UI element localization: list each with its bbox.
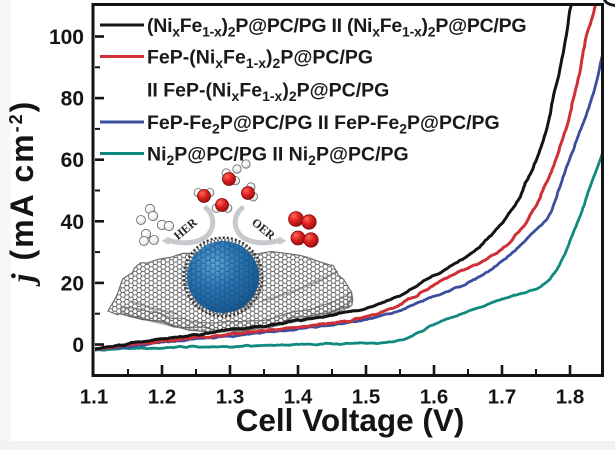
svg-text:1.6: 1.6 xyxy=(420,386,449,409)
svg-text:(NixFe1-x)2P@PC/PG II (NixFe1-: (NixFe1-x)2P@PC/PG II (NixFe1-x)2P@PC/PG xyxy=(147,15,526,40)
svg-text:Cell Voltage (V): Cell Voltage (V) xyxy=(236,402,465,438)
svg-text:Ni2P@PC/PG II Ni2P@PC/PG: Ni2P@PC/PG II Ni2P@PC/PG xyxy=(147,144,409,169)
svg-text:FeP-Fe2P@PC/PG II FeP-Fe2P@PC/: FeP-Fe2P@PC/PG II FeP-Fe2P@PC/PG xyxy=(147,112,500,137)
svg-text:FeP-(NixFe1-x)2P@PC/PG: FeP-(NixFe1-x)2P@PC/PG xyxy=(147,47,373,72)
svg-text:1.3: 1.3 xyxy=(216,386,245,409)
svg-text:1.5: 1.5 xyxy=(352,386,381,409)
svg-text:0: 0 xyxy=(72,334,84,357)
svg-text:1.1: 1.1 xyxy=(80,386,109,409)
svg-text:20: 20 xyxy=(61,272,84,295)
svg-text:1.4: 1.4 xyxy=(284,386,313,409)
svg-text:1.7: 1.7 xyxy=(488,386,517,409)
svg-text:60: 60 xyxy=(61,149,84,172)
svg-text:80: 80 xyxy=(61,88,84,111)
svg-text:1.2: 1.2 xyxy=(148,386,177,409)
svg-text:1.8: 1.8 xyxy=(556,386,585,409)
svg-text:100: 100 xyxy=(49,26,84,49)
svg-text:40: 40 xyxy=(61,211,84,234)
